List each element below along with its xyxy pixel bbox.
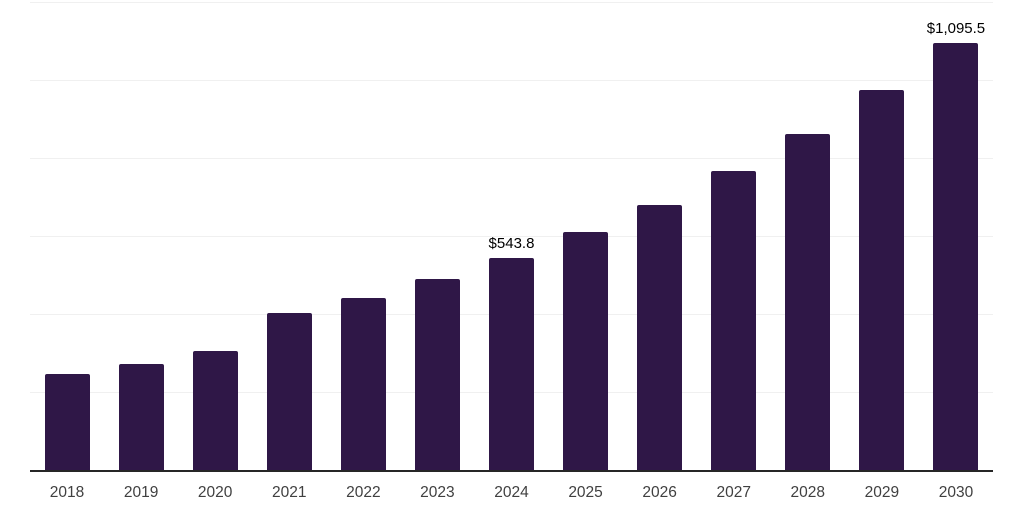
bar-2026[interactable] bbox=[637, 205, 683, 470]
x-label-2019: 2019 bbox=[123, 484, 159, 501]
bar-2020[interactable] bbox=[192, 351, 238, 470]
x-label-2023: 2023 bbox=[420, 484, 455, 501]
x-label-2030: 2030 bbox=[938, 484, 974, 501]
bar-2029[interactable] bbox=[859, 90, 905, 470]
x-label-2020: 2020 bbox=[197, 484, 233, 501]
bar-2023[interactable] bbox=[414, 279, 460, 470]
data-label-2024: $543.8 bbox=[488, 235, 535, 252]
x-label-2028: 2028 bbox=[790, 484, 826, 501]
x-label-2018: 2018 bbox=[49, 484, 85, 501]
x-axis-labels: 2018 2019 2020 2021 2022 2023 2024 2025 2026 2027… bbox=[30, 483, 993, 505]
gridline-1000 bbox=[30, 80, 993, 81]
gridline-800 bbox=[30, 158, 993, 159]
bar-2024[interactable] bbox=[489, 258, 534, 470]
x-label-2027: 2027 bbox=[716, 484, 751, 501]
bar-2027[interactable] bbox=[711, 171, 757, 470]
x-label-2029: 2029 bbox=[864, 484, 900, 501]
x-label-2024: 2024 bbox=[494, 484, 529, 501]
bar-2025[interactable] bbox=[563, 232, 609, 470]
x-label-2026: 2026 bbox=[642, 484, 677, 501]
bar-2030[interactable] bbox=[933, 43, 979, 470]
data-label-2030: $1,095.5 bbox=[926, 20, 986, 37]
bar-2019[interactable] bbox=[118, 364, 164, 470]
x-label-2021: 2021 bbox=[272, 484, 307, 501]
gridline-1200 bbox=[30, 2, 993, 3]
plot-area: $543.8 $1,095.5 bbox=[30, 2, 993, 470]
bar-2028[interactable] bbox=[785, 134, 831, 470]
x-axis-line bbox=[30, 470, 993, 472]
bar-2018[interactable] bbox=[44, 374, 90, 470]
x-label-2022: 2022 bbox=[346, 484, 381, 501]
bar-2021[interactable] bbox=[266, 313, 312, 470]
x-label-2025: 2025 bbox=[568, 484, 603, 501]
bar-2022[interactable] bbox=[340, 298, 386, 470]
gridline-600 bbox=[30, 236, 993, 237]
